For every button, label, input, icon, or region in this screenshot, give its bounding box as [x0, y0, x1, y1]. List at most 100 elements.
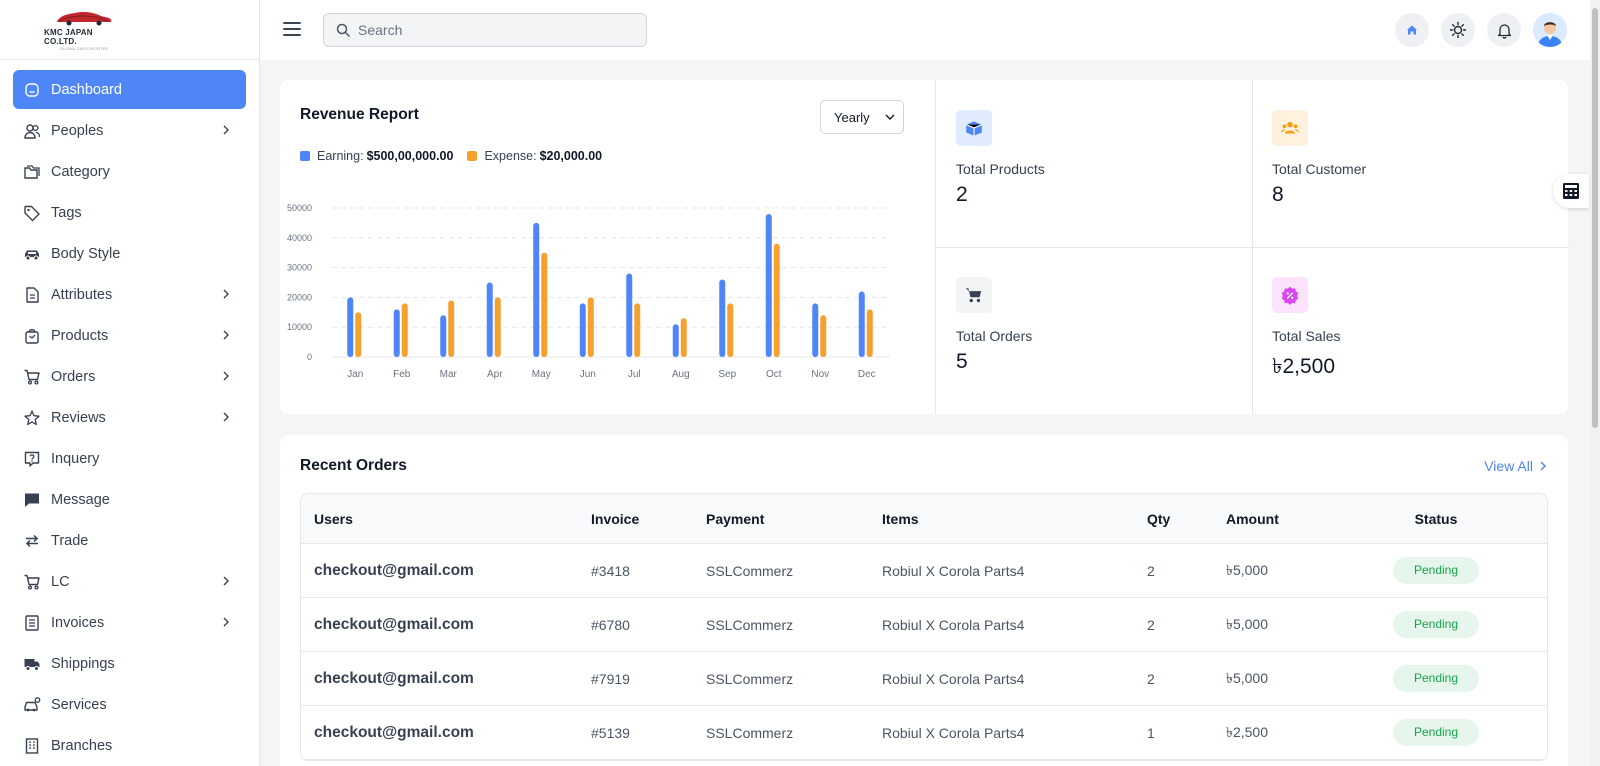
bar-expense-oct [773, 243, 780, 357]
bar-expense-mar [448, 300, 455, 357]
sun-icon [1449, 21, 1467, 39]
stat-total-customer: Total Customer 8 [1252, 80, 1568, 247]
sidebar-item-inquery[interactable]: Inquery [13, 439, 246, 478]
chevron-right-icon [223, 617, 229, 627]
logo[interactable]: KMC JAPAN CO.LTD. GLOBAL CAR EXPORTER [44, 9, 124, 51]
column-header-status: Status [1414, 510, 1458, 527]
sidebar-item-label: Tags [51, 204, 82, 221]
x-tick-label: Dec [858, 369, 876, 380]
chevron-right-icon [223, 412, 229, 422]
avatar-icon [1533, 13, 1567, 47]
sidebar-item-body-style[interactable]: Body Style [13, 234, 246, 273]
x-tick-label: Sep [718, 369, 736, 380]
column-header-invoice: Invoice [591, 510, 640, 527]
people-icon [23, 122, 41, 140]
revenue-report-card: Revenue Report Yearly Earning: $500,00,0… [280, 80, 935, 414]
brand-tagline: GLOBAL CAR EXPORTER [59, 45, 109, 51]
stats-card: Total Products 2 Total Customer 8 Total Orde… [935, 80, 1569, 414]
sidebar-item-branches[interactable]: Branches [13, 726, 246, 765]
column-header-qty: Qty [1147, 510, 1171, 527]
sidebar-item-label: Invoices [51, 614, 105, 631]
cell-items: Robiul X Corola Parts4 [882, 724, 1025, 741]
sidebar-item-shippings[interactable]: Shippings [13, 644, 246, 683]
sidebar-item-message[interactable]: Message [13, 480, 246, 519]
sidebar-item-category[interactable]: Category [13, 152, 246, 191]
earning-label: Earning: [317, 149, 364, 163]
stat-value: 8 [1272, 183, 1284, 206]
chevron-right-icon [223, 371, 229, 381]
table-row[interactable]: checkout@gmail.com #5139 SSLCommerz Robiul … [301, 706, 1547, 760]
sidebar-nav: Dashboard Peoples Category Tags Body Style At… [0, 60, 259, 765]
sidebar-item-lc[interactable]: LC [13, 562, 246, 601]
bell-icon [1497, 23, 1511, 39]
sidebar-item-invoices[interactable]: Invoices [13, 603, 246, 642]
bar-earning-may [533, 222, 540, 357]
earning-value: $500,00,000.00 [366, 149, 454, 163]
chevron-right-icon [1540, 461, 1546, 471]
cell-user: checkout@gmail.com [314, 723, 474, 741]
sidebar-item-products[interactable]: Products [13, 316, 246, 355]
status-badge: Pending [1393, 557, 1479, 584]
column-header-items: Items [882, 510, 919, 527]
cell-invoice: #3418 [591, 562, 630, 579]
bar-expense-jun [587, 297, 594, 357]
scrollbar-thumb[interactable] [1592, 8, 1598, 428]
column-header-payment: Payment [706, 510, 765, 527]
status-badge: Pending [1393, 665, 1479, 692]
revenue-bar-chart: 0 10000 20000 30000 40000 50000 Jan Feb Mar Apr Ma… [287, 203, 890, 380]
car-logo-icon [57, 11, 112, 25]
cell-payment: SSLCommerz [706, 670, 794, 687]
cell-items: Robiul X Corola Parts4 [882, 616, 1025, 633]
sidebar-item-trade[interactable]: Trade [13, 521, 246, 560]
table-row[interactable]: checkout@gmail.com #6780 SSLCommerz Robiul … [301, 598, 1547, 652]
hamburger-menu-icon[interactable] [282, 19, 302, 39]
sidebar-item-label: Peoples [51, 122, 104, 139]
logo-area: KMC JAPAN CO.LTD. GLOBAL CAR EXPORTER [0, 0, 259, 60]
sidebar-item-services[interactable]: Services [13, 685, 246, 724]
column-header-users: Users [314, 510, 353, 527]
user-avatar[interactable] [1533, 13, 1567, 47]
truck-icon [23, 655, 41, 673]
sidebar-item-orders[interactable]: Orders [13, 357, 246, 396]
sidebar-item-peoples[interactable]: Peoples [13, 111, 246, 150]
view-all-link[interactable]: View All [1484, 458, 1546, 474]
sidebar: KMC JAPAN CO.LTD. GLOBAL CAR EXPORTER Da… [0, 0, 260, 766]
page-scrollbar[interactable] [1590, 0, 1600, 766]
cell-qty: 2 [1147, 562, 1155, 579]
bar-expense-may [541, 252, 548, 357]
sidebar-item-dashboard[interactable]: Dashboard [13, 70, 246, 109]
theme-toggle-button[interactable] [1441, 13, 1475, 47]
cell-status: Pending [1353, 611, 1519, 638]
bar-expense-aug [680, 318, 687, 357]
bar-expense-jan [355, 312, 362, 357]
bar-earning-mar [440, 315, 447, 357]
x-tick-label: Oct [766, 369, 782, 380]
building-icon [23, 737, 41, 755]
sidebar-item-tags[interactable]: Tags [13, 193, 246, 232]
stat-value: 2 [956, 183, 968, 206]
notifications-button[interactable] [1487, 13, 1521, 47]
period-select[interactable]: Yearly [820, 100, 904, 134]
sidebar-item-label: Inquery [51, 450, 100, 467]
search-input[interactable] [358, 22, 618, 38]
bar-earning-jun [579, 303, 586, 357]
bar-expense-sep [727, 303, 734, 357]
home-button[interactable] [1395, 13, 1429, 47]
cart-icon [23, 368, 41, 386]
bar-earning-nov [812, 303, 819, 357]
sidebar-item-label: Shippings [51, 655, 115, 672]
sidebar-item-attributes[interactable]: Attributes [13, 275, 246, 314]
calculator-float-button[interactable] [1553, 174, 1589, 208]
bar-expense-apr [494, 297, 501, 357]
period-select-value: Yearly [834, 109, 870, 125]
sidebar-item-reviews[interactable]: Reviews [13, 398, 246, 437]
cell-items: Robiul X Corola Parts4 [882, 670, 1025, 687]
cell-invoice: #6780 [591, 616, 630, 633]
box-icon [956, 110, 992, 146]
x-tick-label: Nov [811, 369, 829, 380]
y-tick-label: 10000 [287, 322, 312, 332]
y-tick-label: 30000 [287, 263, 312, 273]
table-row[interactable]: checkout@gmail.com #3418 SSLCommerz Robiul … [301, 544, 1547, 598]
cell-status: Pending [1353, 665, 1519, 692]
table-row[interactable]: checkout@gmail.com #7919 SSLCommerz Robiul … [301, 652, 1547, 706]
